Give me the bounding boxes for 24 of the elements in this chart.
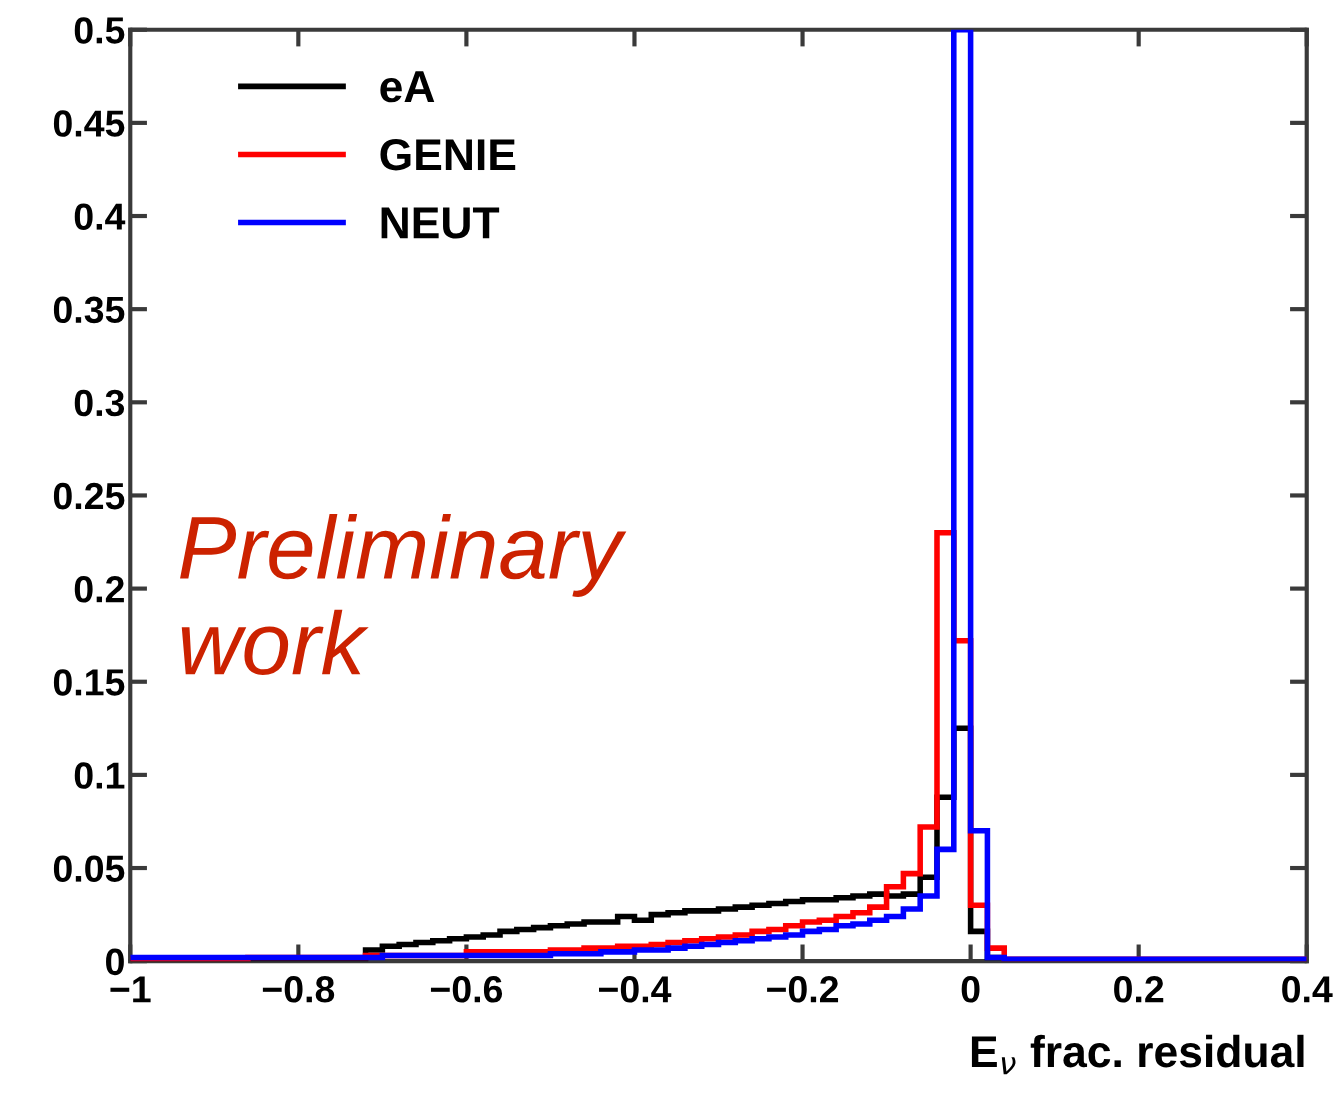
x-tick-label: −0.8: [262, 976, 335, 1003]
x-tick-label: −1: [110, 976, 151, 1003]
legend-label: GENIE: [380, 139, 516, 171]
y-tick-label: 0.1: [74, 762, 125, 789]
x-tick-label: −0.4: [599, 976, 672, 1003]
x-tick-label: −0.6: [430, 976, 503, 1003]
y-tick-label: 0.25: [53, 482, 125, 510]
y-tick-label: 0.35: [53, 296, 125, 324]
y-tick-label: 0.05: [53, 855, 125, 882]
x-axis-title: E$_{ν}$ frac. residual: [971, 1034, 1304, 1075]
y-tick-label: 0.45: [53, 110, 125, 137]
y-tick-label: 0.2: [74, 576, 124, 603]
y-tick-label: 0.5: [74, 17, 125, 44]
annotation: Preliminary work: [180, 514, 627, 676]
legend-label: NEUT: [381, 207, 500, 239]
y-tick-label: 0: [106, 948, 124, 976]
x-tick-label: 0: [961, 976, 980, 1003]
y-tick-label: 0.4: [74, 203, 126, 230]
x-tick-label: 0.4: [1282, 976, 1333, 1003]
x-tick-label: 0.2: [1114, 976, 1164, 1003]
x-tick-label: −0.2: [767, 976, 839, 1003]
y-tick-label: 0.3: [74, 389, 125, 417]
y-tick-label: 0.15: [53, 669, 125, 696]
legend-label: eA: [380, 71, 435, 103]
